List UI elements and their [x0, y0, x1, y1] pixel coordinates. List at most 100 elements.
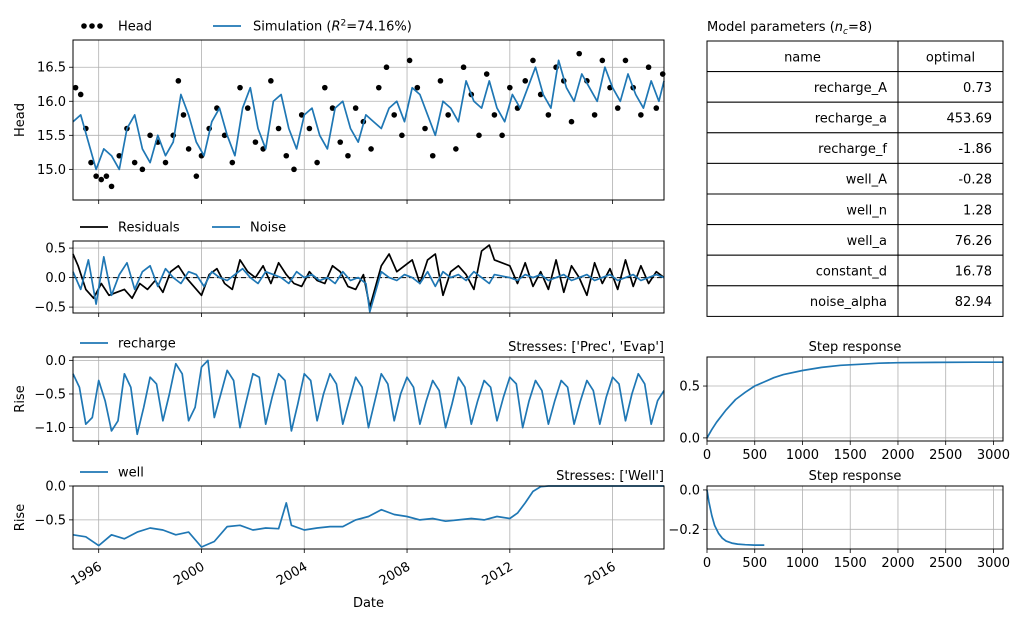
param-value: 1.28: [963, 203, 992, 218]
x-tick-label: 2004: [274, 559, 310, 589]
x-tick-label: 500: [742, 448, 767, 463]
x-tick-label: 1000: [786, 448, 819, 463]
axes-layer: [69, 23, 1004, 553]
table-cell: [897, 71, 1004, 103]
stresses-label: Stresses: ['Well']: [556, 469, 664, 484]
head-obs-point: [406, 57, 413, 64]
legend-marker: [89, 23, 95, 29]
param-value: 82.94: [955, 295, 992, 310]
x-tick-label: 2000: [171, 559, 207, 589]
table-cell: [897, 193, 1004, 226]
table-cell: [706, 254, 899, 287]
legend-label: Residuals: [118, 221, 180, 236]
head-obs-point: [252, 139, 259, 145]
head-obs-point: [352, 105, 359, 111]
y-tick-label: −0.5: [34, 513, 66, 528]
x-tick-label: 1500: [834, 556, 867, 571]
params-title-n: n: [835, 20, 843, 35]
y-tick-label: −1.0: [34, 421, 66, 436]
x-tick-label: 2008: [377, 559, 413, 589]
x-tick-label: 1996: [69, 559, 105, 589]
x-tick-label: 2012: [480, 559, 516, 589]
table-cell: [706, 132, 899, 164]
head-obs-point: [193, 173, 200, 179]
head-obs-point: [391, 112, 397, 118]
table-cell: [706, 193, 899, 226]
head-obs-point: [322, 84, 328, 91]
head-obs-point: [591, 112, 598, 118]
head-obs-point: [399, 132, 405, 139]
head-obs-point: [476, 132, 482, 139]
legend-sim-r2: R: [331, 20, 340, 35]
legend-label: Head: [118, 20, 152, 35]
head-obs-point: [298, 112, 305, 118]
table-cell: [897, 254, 1004, 287]
head-obs-point: [345, 152, 351, 159]
table-cell: [897, 132, 1004, 164]
table-cell: [706, 285, 899, 317]
head-obs-point: [237, 84, 243, 91]
legend-label: recharge: [118, 337, 176, 352]
y-tick-label: 0.5: [679, 380, 700, 395]
x-tick-label: 500: [742, 556, 767, 571]
step-recharge-line: [706, 361, 1003, 439]
head-obs-point: [306, 125, 313, 132]
x-tick-label: 0: [703, 448, 711, 463]
y-tick-label: 15.5: [37, 129, 66, 144]
head-obs-point: [283, 152, 290, 159]
head-obs-point: [653, 105, 660, 111]
param-name: recharge_A: [814, 81, 887, 96]
head-obs-point: [131, 159, 138, 166]
head-obs-point: [244, 105, 251, 111]
head-obs-point: [545, 112, 552, 118]
head-obs-point: [568, 118, 575, 125]
legend-sim-sup: 2: [341, 19, 347, 29]
table-cell: [897, 40, 1004, 73]
param-value: 453.69: [947, 112, 993, 127]
param-value: 16.78: [955, 265, 992, 280]
axes-frame: [72, 39, 665, 201]
param-name: noise_alpha: [810, 295, 887, 310]
head-obs-point: [622, 57, 629, 64]
param-name: well_A: [846, 173, 887, 188]
params-title-prefix: Model parameters (: [707, 20, 835, 35]
head-obs-point: [414, 84, 421, 91]
param-value: -0.28: [958, 173, 992, 188]
axes-frame: [72, 356, 665, 442]
head-obs-point: [659, 71, 666, 77]
y-axis-label: Head: [13, 103, 28, 137]
head-obs-point: [645, 64, 652, 71]
x-tick-label: 3000: [977, 448, 1010, 463]
head-obs-point: [72, 84, 79, 91]
params-title-suffix: =8): [848, 20, 872, 35]
head-obs-point: [491, 112, 498, 118]
text-layer: 15.0 15.5 16.0 16.5 Head Head Simulation (R2=7…: [13, 19, 1010, 612]
head-obs-point: [437, 78, 444, 84]
head-obs-point: [422, 125, 428, 132]
head-obs-point: [483, 71, 490, 77]
x-tick-label: 2500: [929, 556, 962, 571]
Simulation-line: [72, 59, 665, 171]
head-obs-point: [375, 84, 382, 91]
head-obs-point: [103, 173, 110, 179]
y-tick-label: 0.0: [679, 483, 700, 498]
head-obs-point: [576, 50, 583, 57]
head-obs-point: [268, 78, 274, 84]
head-obs-point: [180, 112, 187, 118]
head-obs-point: [614, 105, 621, 111]
head-obs-point: [368, 146, 374, 152]
table-cell: [897, 162, 1004, 195]
y-tick-label: −0.5: [34, 301, 66, 316]
y-tick-label: 16.0: [37, 95, 66, 110]
head-obs-point: [507, 84, 513, 91]
head-obs-point: [445, 112, 451, 118]
y-tick-label: 0.0: [679, 431, 700, 446]
param-name: recharge_a: [815, 112, 887, 127]
head-obs-point: [314, 159, 320, 166]
recharge-line: [72, 359, 665, 436]
param-name: well_n: [846, 203, 887, 218]
y-tick-label: 16.5: [37, 61, 66, 76]
params-title: Model parameters (nc=8): [707, 20, 872, 37]
table-header: name: [784, 50, 821, 65]
axes-frame: [706, 485, 1004, 550]
